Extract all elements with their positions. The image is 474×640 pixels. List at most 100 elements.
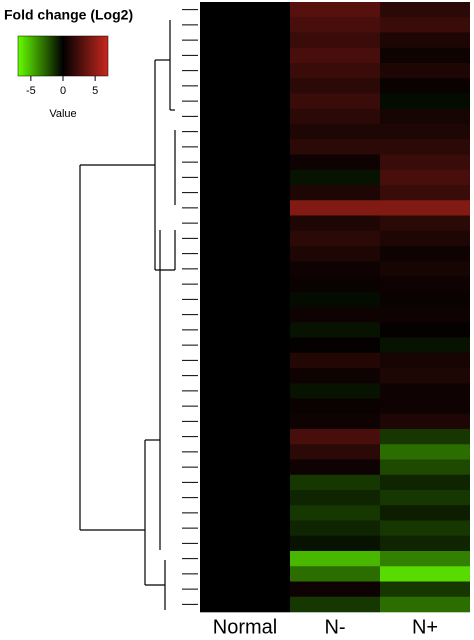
heatmap-cell — [200, 520, 290, 537]
heatmap-cell — [380, 17, 470, 33]
heatmap-cell — [200, 93, 290, 110]
heatmap-cell — [200, 566, 290, 582]
heatmap-cell — [380, 474, 470, 491]
column-label: N+ — [412, 616, 438, 638]
heatmap-cell — [200, 490, 290, 506]
heatmap-cell — [290, 169, 380, 186]
heatmap-cell — [380, 47, 470, 64]
heatmap-cell — [290, 413, 380, 430]
heatmap-cell — [380, 459, 470, 476]
heatmap-cell — [200, 474, 290, 491]
heatmap-cell — [200, 261, 290, 277]
heatmap-cell — [380, 215, 470, 232]
heatmap-cell — [200, 78, 290, 94]
heatmap-cell — [380, 276, 470, 293]
heatmap-cell — [200, 154, 290, 171]
heatmap-cell — [290, 352, 380, 369]
heatmap-cell — [290, 139, 380, 155]
heatmap-cell — [290, 78, 380, 94]
heatmap-cell — [200, 246, 290, 262]
heatmap-cell — [200, 169, 290, 186]
heatmap-cell — [290, 215, 380, 232]
heatmap-cell — [380, 78, 470, 94]
heatmap-cell — [200, 185, 290, 201]
heatmap-cell — [290, 444, 380, 460]
heatmap-cell — [380, 185, 470, 201]
heatmap-cell — [290, 505, 380, 521]
heatmap-cell — [200, 322, 290, 338]
heatmap-cell — [290, 47, 380, 64]
colorbar-tick-label: -5 — [26, 85, 36, 97]
heatmap-cell — [200, 581, 290, 598]
heatmap-cell — [200, 337, 290, 354]
heatmap-cell — [290, 32, 380, 49]
heatmap-cell — [290, 474, 380, 491]
heatmap-cell — [290, 93, 380, 110]
heatmap-cell — [290, 459, 380, 476]
heatmap-cell — [380, 124, 470, 140]
heatmap-cell — [200, 444, 290, 460]
heatmap-cell — [200, 17, 290, 33]
heatmap-cell — [290, 398, 380, 415]
heatmap-cell — [290, 185, 380, 201]
heatmap-cell — [290, 383, 380, 399]
heatmap-cell — [200, 63, 290, 79]
heatmap-cell — [380, 535, 470, 552]
heatmap-cell — [290, 429, 380, 445]
heatmap-cell — [290, 246, 380, 262]
heatmap-cell — [200, 139, 290, 155]
heatmap-cell — [200, 291, 290, 308]
heatmap-cell — [380, 444, 470, 460]
heatmap-cell — [380, 596, 470, 613]
heatmap-cell — [200, 2, 290, 18]
heatmap-cell — [200, 413, 290, 430]
heatmap-cell — [380, 2, 470, 18]
column-label: Normal — [213, 616, 277, 638]
heatmap-cell — [380, 551, 470, 567]
heatmap-cell — [290, 230, 380, 247]
colorbar-label: Value — [49, 108, 76, 120]
heatmap-cell — [290, 566, 380, 582]
heatmap-cell — [380, 154, 470, 171]
heatmap-cell — [380, 398, 470, 415]
heatmap-cell — [200, 352, 290, 369]
heatmap-cell — [200, 47, 290, 64]
heatmap-cell — [200, 307, 290, 323]
heatmap-cell — [290, 535, 380, 552]
heatmap-cell — [380, 413, 470, 430]
heatmap-cell — [200, 230, 290, 247]
dendrogram — [79, 20, 176, 610]
heatmap-cell — [290, 307, 380, 323]
heatmap-cell — [290, 276, 380, 293]
heatmap-cell — [380, 429, 470, 445]
heatmap-cell — [290, 108, 380, 125]
colorbar-tick-label: 0 — [60, 85, 66, 97]
heatmap-cell — [200, 200, 290, 216]
heatmap-cell — [290, 200, 380, 216]
heatmap-cell — [290, 261, 380, 277]
heatmap-cell — [380, 490, 470, 506]
heatmap-cell — [200, 276, 290, 293]
heatmap-cell — [200, 551, 290, 567]
heatmap-cell — [290, 581, 380, 598]
colorbar — [17, 35, 109, 77]
heatmap-cell — [200, 429, 290, 445]
heatmap-cell — [200, 108, 290, 125]
heatmap-cell — [200, 398, 290, 415]
heatmap-cell — [290, 63, 380, 79]
heatmap-cell — [380, 246, 470, 262]
column-label: N- — [324, 616, 345, 638]
heatmap-cell — [380, 200, 470, 216]
heatmap-cell — [290, 337, 380, 354]
heatmap-cell — [290, 551, 380, 567]
colorbar-tick-label: 5 — [92, 85, 98, 97]
heatmap-cell — [200, 368, 290, 384]
heatmap-cell — [380, 352, 470, 369]
heatmap-cell — [290, 596, 380, 613]
heatmap-cell — [290, 322, 380, 338]
heatmap-cell — [380, 581, 470, 598]
heatmap-cell — [290, 490, 380, 506]
heatmap-cell — [380, 383, 470, 399]
heatmap-cell — [290, 154, 380, 171]
heatmap-cell — [380, 63, 470, 79]
